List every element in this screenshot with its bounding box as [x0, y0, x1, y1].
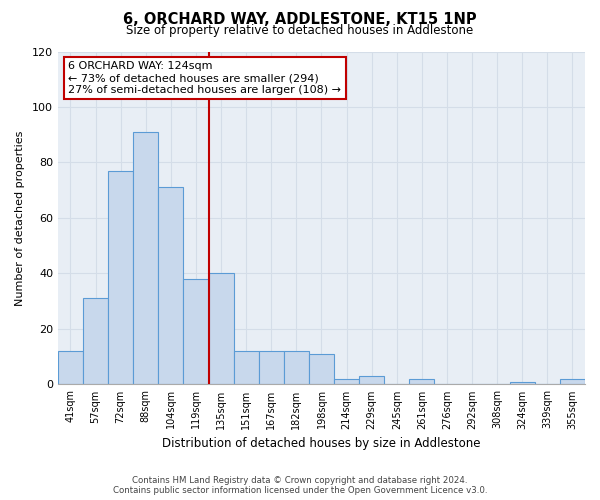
Bar — [359, 376, 384, 384]
Bar — [510, 382, 535, 384]
Text: 6, ORCHARD WAY, ADDLESTONE, KT15 1NP: 6, ORCHARD WAY, ADDLESTONE, KT15 1NP — [123, 12, 477, 28]
Bar — [133, 132, 158, 384]
X-axis label: Distribution of detached houses by size in Addlestone: Distribution of detached houses by size … — [162, 437, 481, 450]
Y-axis label: Number of detached properties: Number of detached properties — [15, 130, 25, 306]
Text: Size of property relative to detached houses in Addlestone: Size of property relative to detached ho… — [127, 24, 473, 37]
Text: 6 ORCHARD WAY: 124sqm
← 73% of detached houses are smaller (294)
27% of semi-det: 6 ORCHARD WAY: 124sqm ← 73% of detached … — [68, 62, 341, 94]
Bar — [83, 298, 108, 384]
Bar — [108, 171, 133, 384]
Bar — [209, 274, 233, 384]
Bar — [409, 379, 434, 384]
Bar — [184, 279, 209, 384]
Bar — [560, 379, 585, 384]
Bar — [309, 354, 334, 384]
Bar — [334, 379, 359, 384]
Bar — [233, 351, 259, 384]
Text: Contains HM Land Registry data © Crown copyright and database right 2024.
Contai: Contains HM Land Registry data © Crown c… — [113, 476, 487, 495]
Bar — [259, 351, 284, 384]
Bar — [58, 351, 83, 384]
Bar — [284, 351, 309, 384]
Bar — [158, 188, 184, 384]
